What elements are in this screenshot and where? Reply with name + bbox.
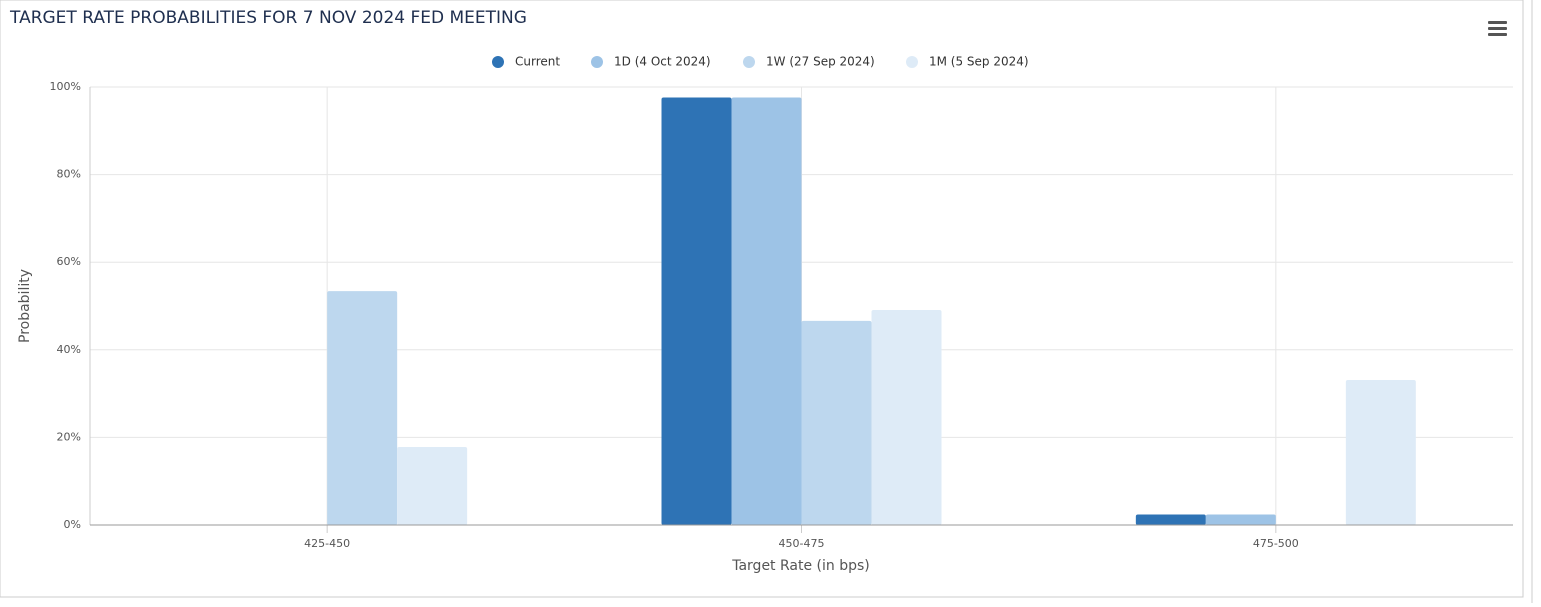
legend-marker[interactable] xyxy=(743,56,755,68)
x-tick-label: 425-450 xyxy=(304,537,350,550)
bar xyxy=(1135,514,1206,525)
bar xyxy=(731,97,802,526)
y-tick-label: 20% xyxy=(57,430,81,443)
menu-icon[interactable] xyxy=(1488,21,1507,36)
bar xyxy=(871,309,942,525)
legend-marker[interactable] xyxy=(906,56,918,68)
x-tick-label: 475-500 xyxy=(1253,537,1299,550)
bar xyxy=(1205,514,1276,525)
y-tick-label: 80% xyxy=(57,168,81,181)
y-tick-label: 40% xyxy=(57,343,81,356)
bar xyxy=(397,447,468,525)
bar xyxy=(1345,380,1416,525)
bar xyxy=(661,97,732,526)
bar xyxy=(327,291,398,525)
legend-label[interactable]: 1W (27 Sep 2024) xyxy=(766,55,875,69)
bar xyxy=(801,320,872,525)
legend-label[interactable]: 1D (4 Oct 2024) xyxy=(614,55,711,69)
legend-marker[interactable] xyxy=(492,56,504,68)
legend-label[interactable]: 1M (5 Sep 2024) xyxy=(929,55,1029,69)
y-tick-label: 100% xyxy=(50,80,81,93)
legend-label[interactable]: Current xyxy=(515,55,560,69)
chart-title: TARGET RATE PROBABILITIES FOR 7 NOV 2024… xyxy=(9,8,527,28)
x-tick-label: 450-475 xyxy=(779,537,825,550)
y-axis-title: Probability xyxy=(17,269,33,343)
y-tick-label: 0% xyxy=(64,518,81,531)
x-axis-title: Target Rate (in bps) xyxy=(731,558,870,574)
y-tick-label: 60% xyxy=(57,255,81,268)
legend-marker[interactable] xyxy=(591,56,603,68)
